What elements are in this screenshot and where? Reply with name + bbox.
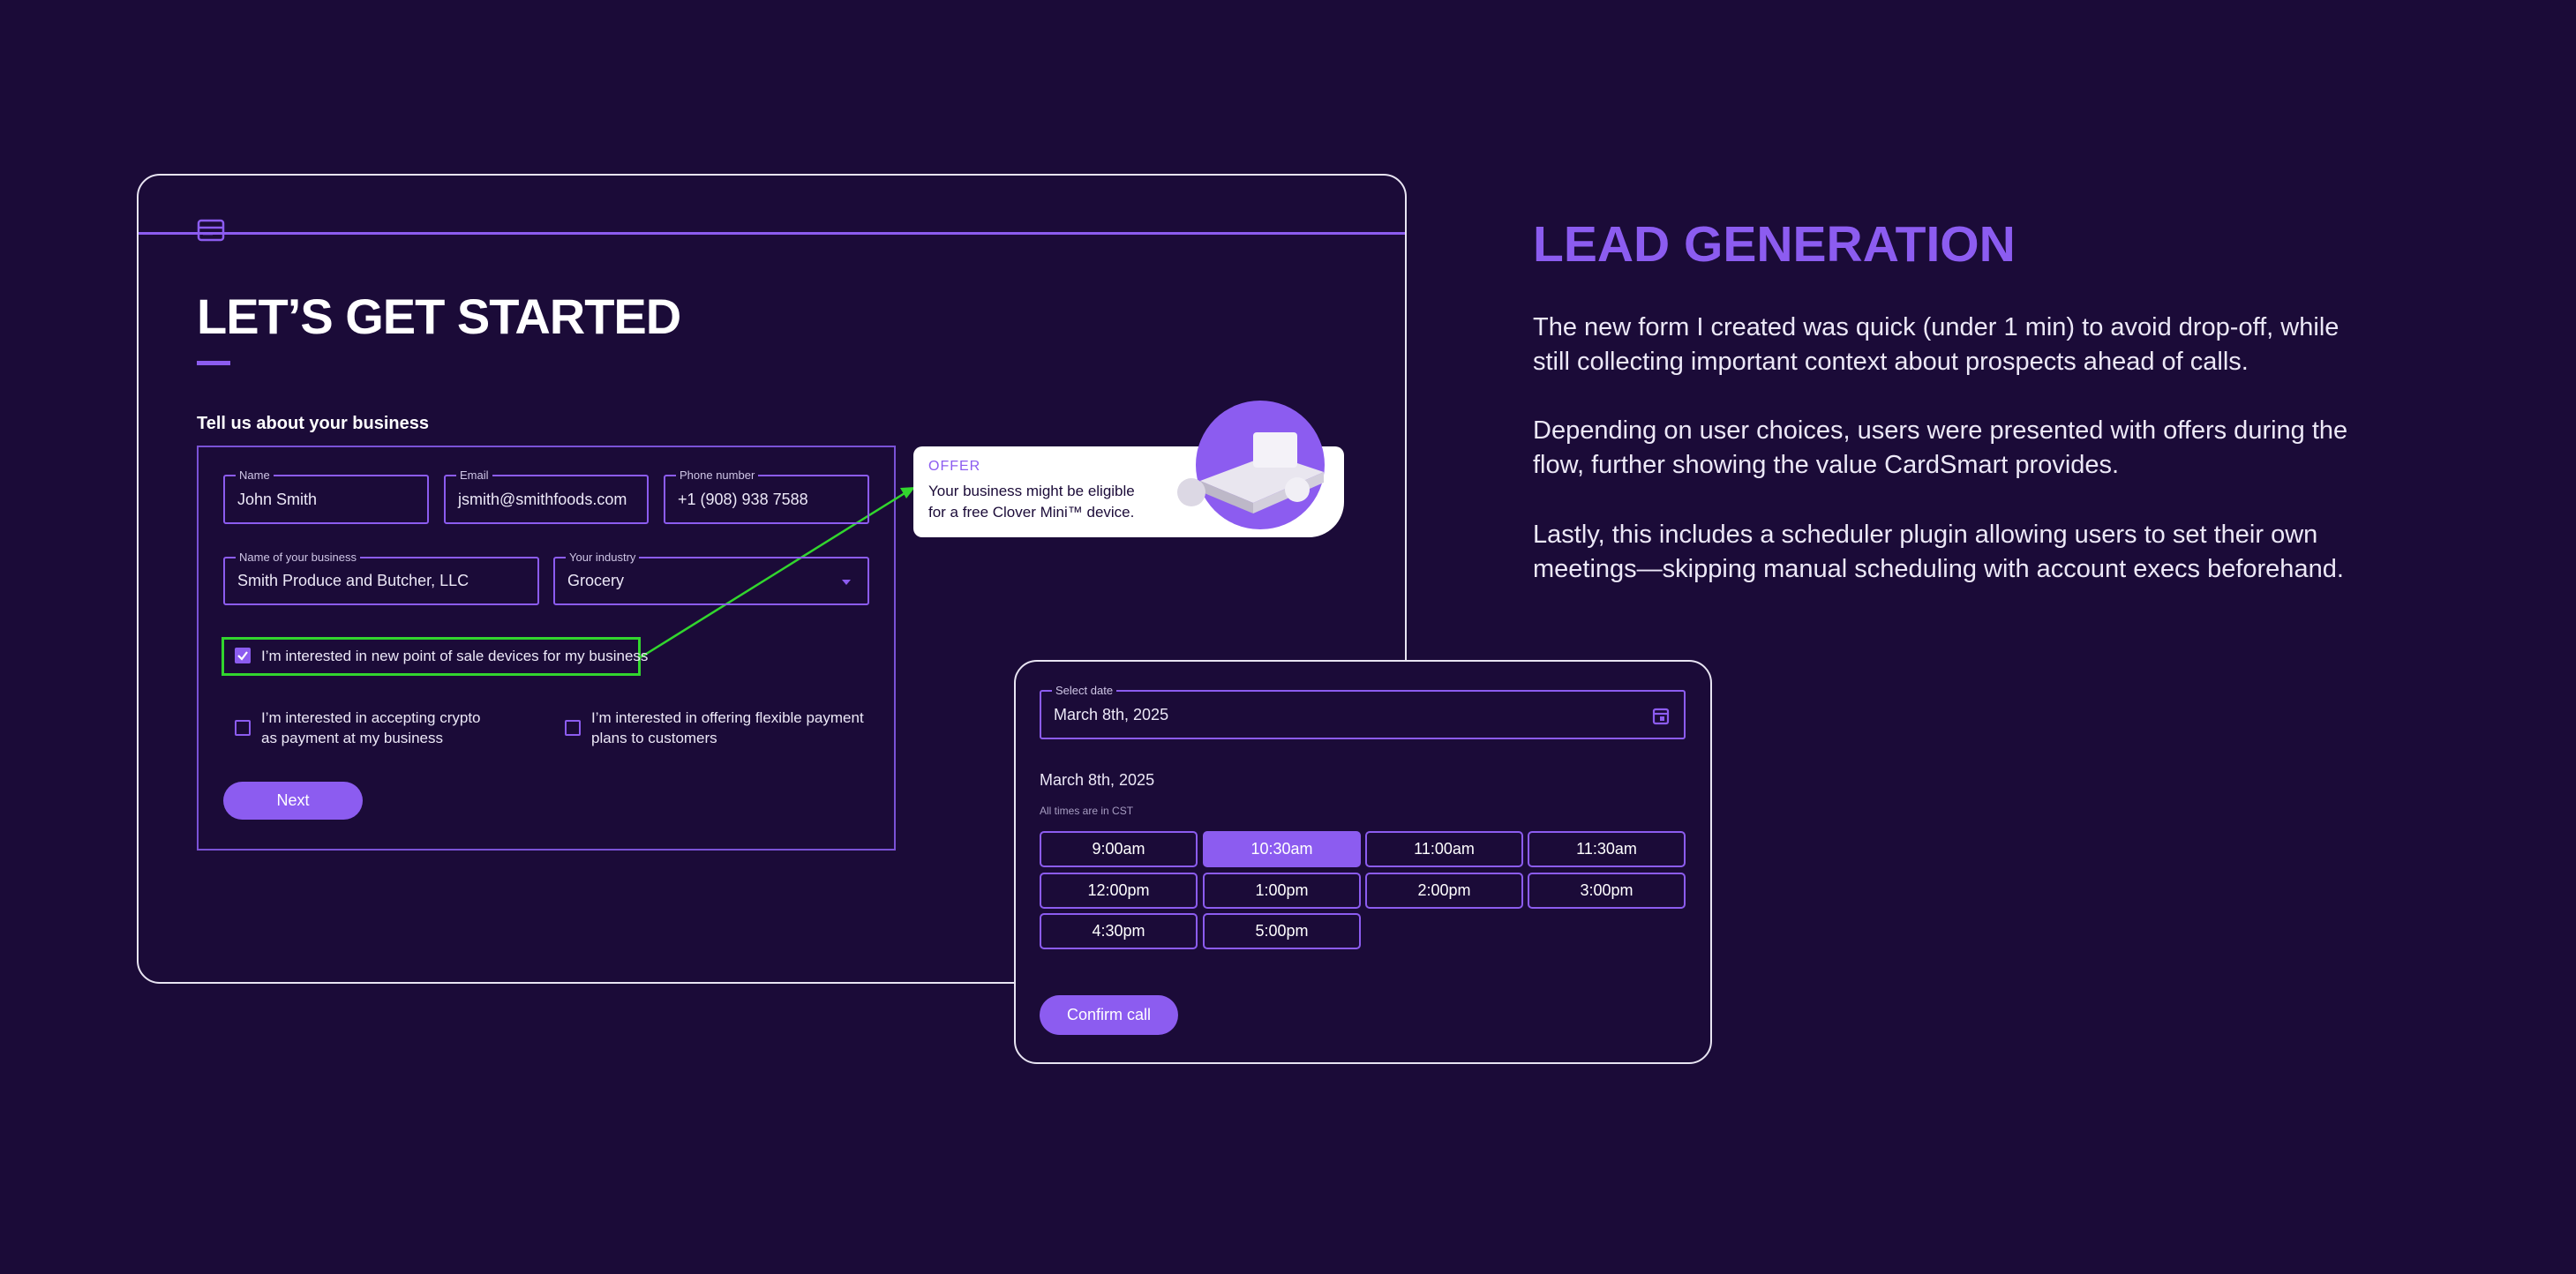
field-value: John Smith — [237, 490, 318, 508]
paragraph-line: Depending on user choices, users were pr… — [1533, 416, 2348, 445]
next-button[interactable]: Next — [223, 782, 363, 820]
text-field[interactable]: Your industry Grocery — [553, 550, 869, 605]
field-label: Email — [456, 468, 492, 483]
card-icon — [197, 219, 225, 242]
time-slot[interactable]: 10:30am — [1203, 831, 1361, 867]
time-slot[interactable]: 11:30am — [1528, 831, 1686, 867]
field-label: Name of your business — [236, 550, 360, 566]
date-field[interactable]: Select date March 8th, 2025 — [1040, 683, 1686, 739]
time-slot[interactable]: 1:00pm — [1203, 873, 1361, 909]
offer-text: Your business might be eligible for a fre… — [928, 481, 1135, 523]
offer-line: Your business might be eligible — [928, 483, 1135, 499]
offer-illustration — [1177, 401, 1325, 529]
field-label: Your industry — [566, 550, 640, 566]
paragraph-line: still collecting important context about… — [1533, 348, 2249, 376]
date-value: March 8th, 2025 — [1054, 705, 1169, 723]
calendar-icon[interactable] — [1652, 706, 1670, 725]
offer-tag: OFFER — [928, 459, 981, 474]
paragraph-line: flow, further showing the value CardSmar… — [1533, 451, 2120, 479]
checkbox-text: I’m interested in offering flexible paym… — [591, 709, 864, 726]
checkbox-text: I’m interested in accepting crypto — [261, 709, 481, 726]
side-title: LEAD GENERATION — [1533, 216, 2016, 273]
time-slot[interactable]: 3:00pm — [1528, 873, 1686, 909]
field-value: Grocery — [567, 572, 625, 589]
field-value: jsmith@smithfoods.com — [458, 490, 627, 508]
checkbox-text: as payment at my business — [261, 730, 443, 746]
time-slot[interactable]: 12:00pm — [1040, 873, 1198, 909]
date-label: Select date — [1052, 683, 1117, 699]
text-field[interactable]: Name of your business Smith Produce and B… — [223, 550, 539, 605]
field-value: +1 (908) 938 7588 — [678, 490, 808, 508]
text-field[interactable]: Phone number +1 (908) 938 7588 — [664, 468, 869, 524]
paragraph-line: Lastly, this includes a scheduler plugin… — [1533, 521, 2318, 549]
check-mark — [237, 651, 248, 661]
checkbox-text: I’m interested in new point of sale devi… — [261, 647, 649, 664]
offer-line: for a free Clover Mini™ device. — [928, 504, 1135, 521]
timezone-note: All times are in CST — [1040, 805, 1134, 817]
schedule-heading: March 8th, 2025 — [1040, 771, 1155, 789]
form-card — [137, 174, 1407, 984]
time-slot[interactable]: 2:00pm — [1365, 873, 1523, 909]
dropdown-caret[interactable] — [841, 579, 852, 586]
field-label: Name — [236, 468, 274, 483]
section-label: Tell us about your business — [197, 414, 430, 433]
highlight-box — [222, 637, 641, 676]
field-value: Smith Produce and Butcher, LLC — [237, 572, 469, 589]
paragraph-line: The new form I created was quick (under … — [1533, 313, 2339, 341]
time-slot[interactable]: 9:00am — [1040, 831, 1198, 867]
checkbox[interactable] — [565, 720, 581, 736]
time-slot[interactable]: 4:30pm — [1040, 913, 1198, 949]
time-slot[interactable]: 5:00pm — [1203, 913, 1361, 949]
checkbox[interactable] — [235, 720, 251, 736]
checkbox-text: plans to customers — [591, 730, 717, 746]
checkbox[interactable] — [235, 648, 251, 663]
form-title: LET’S GET STARTED — [197, 289, 681, 344]
title-underline — [197, 361, 230, 365]
text-field[interactable]: Name John Smith — [223, 468, 429, 524]
field-label: Phone number — [676, 468, 759, 483]
confirm-button[interactable]: Confirm call — [1040, 995, 1178, 1035]
card-divider — [139, 232, 1405, 235]
text-field[interactable]: Email jsmith@smithfoods.com — [444, 468, 649, 524]
paragraph-line: meetings—skipping manual scheduling with… — [1533, 555, 2344, 583]
time-slot[interactable]: 11:00am — [1365, 831, 1523, 867]
